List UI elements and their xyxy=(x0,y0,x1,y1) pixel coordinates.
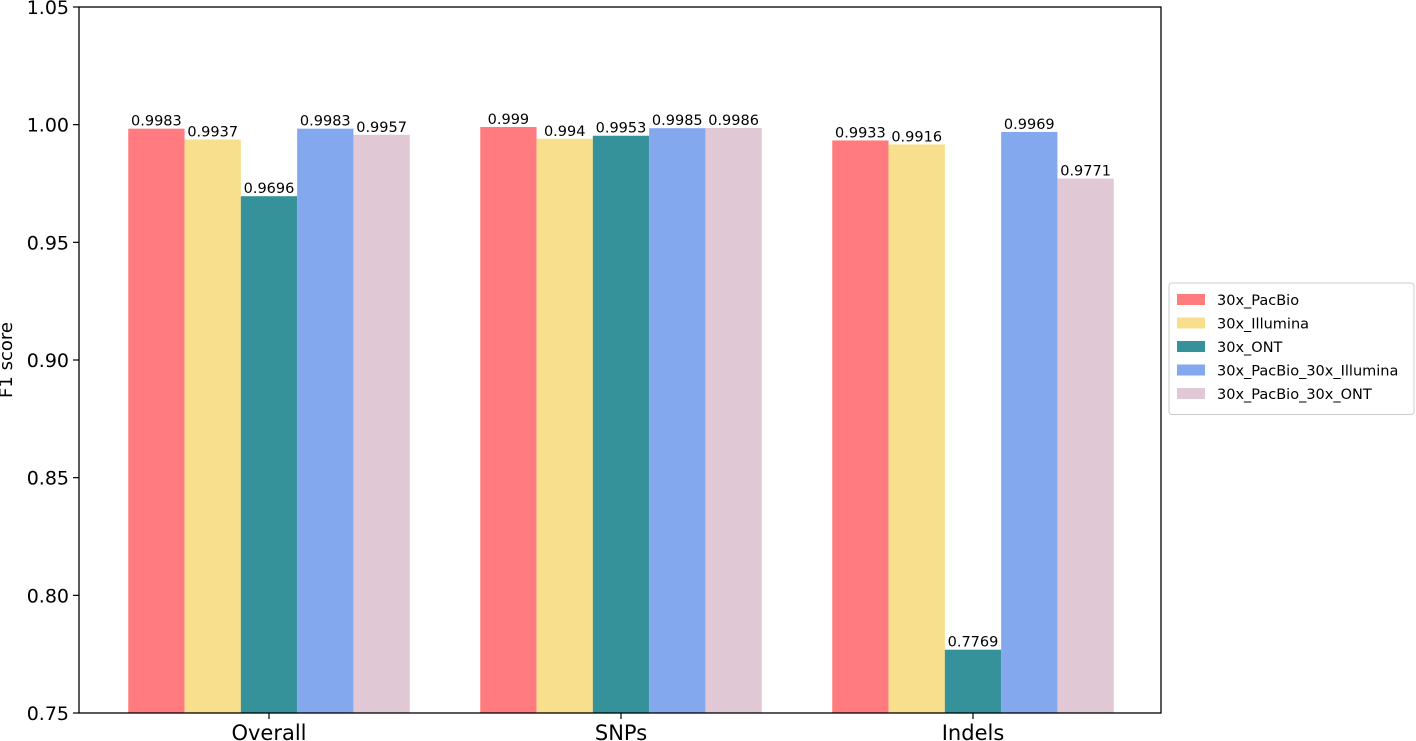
legend-label: 30x_ONT xyxy=(1217,340,1283,356)
legend-label: 30x_PacBio_30x_ONT xyxy=(1217,387,1372,403)
legend-label: 30x_Illumina xyxy=(1217,317,1309,333)
data-label-overall-30x-pacbio-30x-illumina: 0.9983 xyxy=(300,114,351,130)
legend-item-30x-pacbio-30x-ont: 30x_PacBio_30x_ONT xyxy=(1177,387,1372,403)
data-label-indels-30x-illumina: 0.9916 xyxy=(891,129,942,145)
bar-snps-30x-ont xyxy=(592,135,650,713)
y-tick-label: 0.90 xyxy=(27,350,69,372)
bar-snps-30x-pacbio-30x-illumina xyxy=(649,128,706,714)
data-label-indels-30x-pacbio: 0.9933 xyxy=(835,125,886,141)
y-tick-label: 0.75 xyxy=(27,703,69,725)
data-label-overall-30x-pacbio-30x-ont: 0.9957 xyxy=(356,120,407,136)
bar-indels-30x-pacbio-30x-ont xyxy=(1057,178,1114,714)
legend-label: 30x_PacBio_30x_Illumina xyxy=(1217,364,1398,380)
y-axis: 0.75 0.80 0.85 0.90 0.95 1.00 1.05 xyxy=(27,0,79,725)
y-tick-label: 0.95 xyxy=(27,232,69,254)
bar-overall-30x-ont xyxy=(240,196,298,713)
bar-overall-30x-pacbio xyxy=(128,128,185,713)
legend-label: 30x_PacBio xyxy=(1217,293,1299,309)
legend-swatch xyxy=(1177,341,1205,352)
bar-overall-30x-pacbio-30x-ont xyxy=(353,134,410,713)
y-tick-label: 0.85 xyxy=(27,468,69,490)
data-label-snps-30x-pacbio-30x-illumina: 0.9985 xyxy=(652,113,703,129)
bar-overall-30x-pacbio-30x-illumina xyxy=(297,128,354,713)
bar-snps-30x-pacbio-30x-ont xyxy=(705,127,762,714)
x-axis: Overall SNPs Indels xyxy=(231,713,1004,741)
data-label-snps-30x-pacbio: 0.999 xyxy=(488,112,530,128)
legend: 30x_PacBio 30x_Illumina 30x_ONT 30x_PacBio_… xyxy=(1168,282,1415,415)
bar-overall-30x-illumina xyxy=(184,139,241,713)
y-tick-label: 0.80 xyxy=(27,585,69,607)
y-tick-label: 1.00 xyxy=(27,115,69,137)
data-label-overall-30x-illumina: 0.9937 xyxy=(187,124,238,140)
x-tick-label-overall: Overall xyxy=(231,721,306,741)
bar-snps-30x-pacbio xyxy=(480,127,537,713)
data-label-snps-30x-pacbio-30x-ont: 0.9986 xyxy=(708,113,759,129)
legend-item-30x-pacbio-30x-illumina: 30x_PacBio_30x_Illumina xyxy=(1177,364,1398,380)
y-axis-title: F1 score xyxy=(0,322,17,398)
data-label-indels-30x-ont: 0.7769 xyxy=(948,635,999,651)
legend-swatch xyxy=(1177,317,1205,329)
legend-item-30x-ont: 30x_ONT xyxy=(1177,340,1283,356)
data-label-overall-30x-ont: 0.9696 xyxy=(244,181,295,197)
data-label-snps-30x-illumina: 0.994 xyxy=(544,124,586,140)
legend-swatch xyxy=(1177,388,1205,399)
bar-indels-30x-ont xyxy=(944,649,1002,713)
x-tick-label-indels: Indels xyxy=(942,721,1005,741)
legend-item-30x-illumina: 30x_Illumina xyxy=(1177,317,1309,333)
bar-indels-30x-pacbio-30x-illumina xyxy=(1001,131,1058,713)
legend-swatch xyxy=(1177,364,1205,376)
bar-indels-30x-illumina xyxy=(888,144,945,713)
data-label-indels-30x-pacbio-30x-ont: 0.9771 xyxy=(1060,164,1111,180)
data-label-snps-30x-ont: 0.9953 xyxy=(596,121,647,137)
y-tick-label: 1.05 xyxy=(27,0,69,19)
legend-item-30x-pacbio: 30x_PacBio xyxy=(1177,293,1299,309)
legend-items: 30x_PacBio 30x_Illumina 30x_ONT 30x_PacBio_… xyxy=(1177,293,1398,403)
bar-indels-30x-pacbio xyxy=(832,140,889,713)
bar-snps-30x-illumina xyxy=(536,138,593,713)
data-labels-layer: 0.9983 0.9937 0.9696 0.9983 0.9957 0.999 0.994… xyxy=(131,112,1111,651)
data-label-indels-30x-pacbio-30x-illumina: 0.9969 xyxy=(1004,117,1055,133)
data-label-overall-30x-pacbio: 0.9983 xyxy=(131,114,182,130)
x-tick-label-snps: SNPs xyxy=(595,721,647,741)
legend-frame xyxy=(1168,282,1415,415)
bars-layer xyxy=(128,127,1114,714)
legend-swatch xyxy=(1177,294,1205,305)
